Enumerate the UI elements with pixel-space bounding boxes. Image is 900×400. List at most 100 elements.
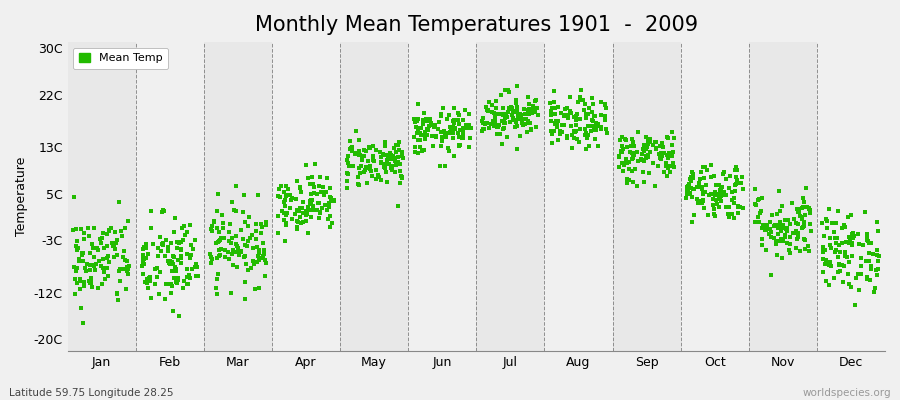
Point bbox=[486, 118, 500, 124]
Point bbox=[690, 196, 705, 203]
Point bbox=[365, 143, 380, 149]
Point bbox=[176, 285, 191, 292]
Point bbox=[517, 106, 531, 112]
Point bbox=[392, 180, 407, 186]
Point bbox=[590, 127, 604, 133]
Point bbox=[714, 183, 728, 190]
Point bbox=[505, 104, 519, 111]
Point bbox=[793, 213, 807, 219]
Point bbox=[342, 163, 356, 170]
Point bbox=[713, 187, 727, 194]
Point bbox=[174, 246, 188, 252]
Point bbox=[822, 282, 836, 288]
Point bbox=[274, 193, 288, 200]
Point bbox=[395, 149, 410, 156]
Point bbox=[842, 237, 857, 243]
Point bbox=[446, 152, 461, 159]
Point bbox=[687, 212, 701, 218]
Point bbox=[791, 234, 806, 240]
Point bbox=[409, 119, 423, 125]
Point bbox=[707, 210, 722, 217]
Point bbox=[763, 226, 778, 233]
Point bbox=[578, 101, 592, 108]
Point bbox=[391, 203, 405, 210]
Point bbox=[150, 264, 165, 271]
Point bbox=[384, 156, 399, 162]
Point bbox=[570, 136, 584, 143]
Point bbox=[459, 122, 473, 128]
Point bbox=[229, 233, 243, 239]
Point bbox=[180, 281, 194, 287]
Point bbox=[142, 275, 157, 281]
Point bbox=[618, 158, 633, 165]
Point bbox=[215, 212, 230, 218]
Point bbox=[83, 267, 97, 273]
Point bbox=[724, 211, 739, 217]
Point bbox=[754, 242, 769, 248]
Point bbox=[103, 228, 117, 234]
Point bbox=[637, 158, 652, 164]
Point bbox=[712, 181, 726, 188]
Point bbox=[615, 134, 629, 140]
Point bbox=[695, 184, 709, 190]
Point bbox=[344, 145, 358, 151]
Point bbox=[100, 230, 114, 237]
Point bbox=[464, 124, 478, 131]
Point bbox=[768, 222, 782, 229]
Point bbox=[290, 226, 304, 232]
Point bbox=[842, 281, 857, 287]
Point bbox=[222, 256, 237, 262]
Point bbox=[506, 116, 520, 123]
Point bbox=[140, 276, 154, 282]
Point bbox=[97, 269, 112, 276]
Point bbox=[580, 110, 595, 117]
Point bbox=[256, 248, 271, 254]
Point bbox=[758, 226, 772, 233]
Point bbox=[836, 278, 850, 285]
Point bbox=[209, 240, 223, 246]
Point bbox=[284, 216, 299, 222]
Point bbox=[84, 280, 98, 286]
Point bbox=[363, 144, 377, 151]
Point bbox=[73, 278, 87, 284]
Point bbox=[681, 191, 696, 197]
Point bbox=[521, 107, 535, 113]
Point bbox=[456, 131, 471, 137]
Point bbox=[412, 130, 427, 137]
Point bbox=[211, 238, 225, 245]
Point bbox=[388, 169, 402, 176]
Point bbox=[578, 125, 592, 132]
Point bbox=[420, 118, 435, 124]
Point bbox=[598, 105, 613, 111]
Point bbox=[79, 268, 94, 274]
Point bbox=[547, 88, 562, 94]
Point bbox=[452, 134, 466, 140]
Point bbox=[780, 240, 795, 246]
Point bbox=[75, 252, 89, 258]
Point bbox=[697, 174, 711, 181]
Point bbox=[290, 207, 304, 213]
Point bbox=[427, 124, 441, 131]
Point bbox=[340, 171, 355, 177]
Point bbox=[303, 190, 318, 197]
Point bbox=[378, 152, 392, 158]
Point bbox=[529, 96, 544, 103]
Point bbox=[383, 150, 398, 156]
Point bbox=[271, 230, 285, 236]
Point bbox=[339, 157, 354, 164]
Point bbox=[237, 254, 251, 260]
Point bbox=[279, 212, 293, 218]
Point bbox=[544, 112, 558, 118]
Point bbox=[635, 146, 650, 152]
Point bbox=[277, 199, 292, 205]
Point bbox=[490, 105, 504, 112]
Point bbox=[870, 272, 885, 279]
Point bbox=[351, 181, 365, 187]
Point bbox=[174, 238, 188, 245]
Point bbox=[70, 265, 85, 272]
Point bbox=[179, 266, 194, 272]
Point bbox=[783, 234, 797, 240]
Point bbox=[796, 223, 811, 230]
Point bbox=[216, 219, 230, 226]
Point bbox=[444, 126, 458, 132]
